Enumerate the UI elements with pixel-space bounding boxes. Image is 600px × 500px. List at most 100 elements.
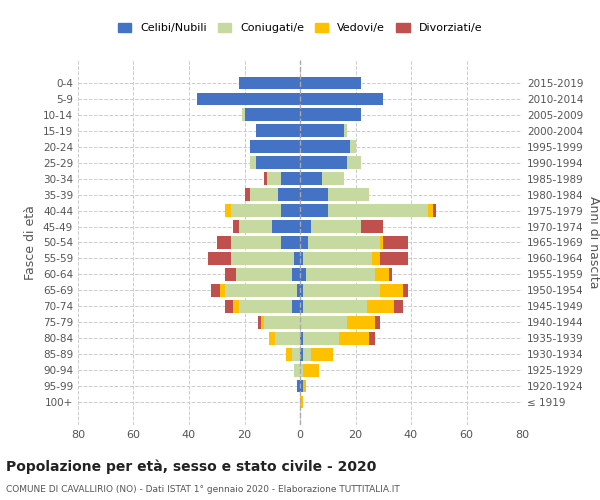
- Bar: [300, 380, 303, 392]
- Bar: [292, 300, 300, 312]
- Bar: [300, 252, 303, 265]
- Text: COMUNE DI CAVALLIRIO (NO) - Dati ISTAT 1° gennaio 2020 - Elaborazione TUTTITALIA: COMUNE DI CAVALLIRIO (NO) - Dati ISTAT 1…: [6, 485, 400, 494]
- Bar: [380, 284, 403, 296]
- Legend: Celibi/Nubili, Coniugati/e, Vedovi/e, Divorziati/e: Celibi/Nubili, Coniugati/e, Vedovi/e, Di…: [113, 18, 487, 38]
- Y-axis label: Fasce di età: Fasce di età: [25, 205, 37, 280]
- Bar: [300, 348, 303, 360]
- Bar: [245, 108, 300, 122]
- Bar: [300, 76, 361, 90]
- Bar: [292, 268, 300, 281]
- Bar: [300, 204, 328, 217]
- Bar: [230, 252, 295, 265]
- Bar: [300, 316, 347, 328]
- Text: Popolazione per età, sesso e stato civile - 2020: Popolazione per età, sesso e stato civil…: [6, 460, 376, 474]
- Bar: [370, 332, 375, 344]
- Bar: [300, 332, 303, 344]
- Bar: [375, 316, 380, 328]
- Bar: [269, 332, 275, 344]
- Bar: [389, 268, 392, 281]
- Bar: [350, 140, 355, 153]
- Bar: [328, 188, 370, 201]
- Bar: [300, 188, 328, 201]
- Bar: [281, 204, 300, 217]
- Bar: [311, 220, 361, 233]
- Bar: [230, 204, 281, 217]
- Bar: [300, 140, 350, 153]
- Bar: [239, 220, 272, 233]
- Bar: [300, 300, 303, 312]
- Bar: [303, 332, 339, 344]
- Bar: [305, 268, 375, 281]
- Bar: [225, 204, 230, 217]
- Bar: [281, 236, 300, 249]
- Bar: [403, 284, 408, 296]
- Bar: [380, 236, 383, 249]
- Bar: [303, 252, 372, 265]
- Bar: [367, 300, 394, 312]
- Bar: [281, 172, 300, 185]
- Bar: [250, 156, 256, 169]
- Bar: [239, 76, 300, 90]
- Bar: [347, 316, 375, 328]
- Bar: [303, 364, 319, 376]
- Bar: [259, 316, 261, 328]
- Bar: [297, 380, 300, 392]
- Bar: [292, 348, 300, 360]
- Bar: [394, 300, 403, 312]
- Bar: [300, 92, 383, 106]
- Bar: [275, 332, 300, 344]
- Bar: [230, 236, 281, 249]
- Bar: [303, 284, 380, 296]
- Bar: [339, 332, 370, 344]
- Bar: [295, 252, 300, 265]
- Bar: [278, 188, 300, 201]
- Bar: [250, 140, 300, 153]
- Bar: [300, 220, 311, 233]
- Bar: [311, 348, 334, 360]
- Bar: [300, 124, 344, 137]
- Bar: [308, 236, 380, 249]
- Bar: [217, 236, 230, 249]
- Bar: [372, 252, 380, 265]
- Bar: [233, 300, 239, 312]
- Bar: [266, 172, 281, 185]
- Bar: [428, 204, 433, 217]
- Bar: [322, 172, 344, 185]
- Bar: [256, 124, 300, 137]
- Bar: [328, 204, 428, 217]
- Bar: [261, 316, 264, 328]
- Bar: [303, 300, 367, 312]
- Bar: [361, 220, 383, 233]
- Bar: [303, 380, 305, 392]
- Bar: [236, 268, 292, 281]
- Bar: [344, 124, 347, 137]
- Bar: [433, 204, 436, 217]
- Bar: [300, 172, 322, 185]
- Bar: [256, 156, 300, 169]
- Bar: [300, 108, 361, 122]
- Bar: [233, 220, 239, 233]
- Bar: [303, 348, 311, 360]
- Bar: [225, 268, 236, 281]
- Bar: [264, 172, 266, 185]
- Bar: [300, 396, 303, 408]
- Bar: [239, 300, 292, 312]
- Bar: [220, 284, 225, 296]
- Bar: [300, 268, 305, 281]
- Bar: [225, 284, 297, 296]
- Bar: [383, 236, 408, 249]
- Bar: [300, 284, 303, 296]
- Bar: [225, 300, 233, 312]
- Bar: [347, 156, 361, 169]
- Bar: [245, 188, 250, 201]
- Bar: [272, 220, 300, 233]
- Bar: [250, 188, 278, 201]
- Bar: [211, 284, 220, 296]
- Bar: [264, 316, 300, 328]
- Bar: [300, 156, 347, 169]
- Bar: [286, 348, 292, 360]
- Bar: [300, 236, 308, 249]
- Bar: [380, 252, 408, 265]
- Bar: [197, 92, 300, 106]
- Bar: [300, 364, 303, 376]
